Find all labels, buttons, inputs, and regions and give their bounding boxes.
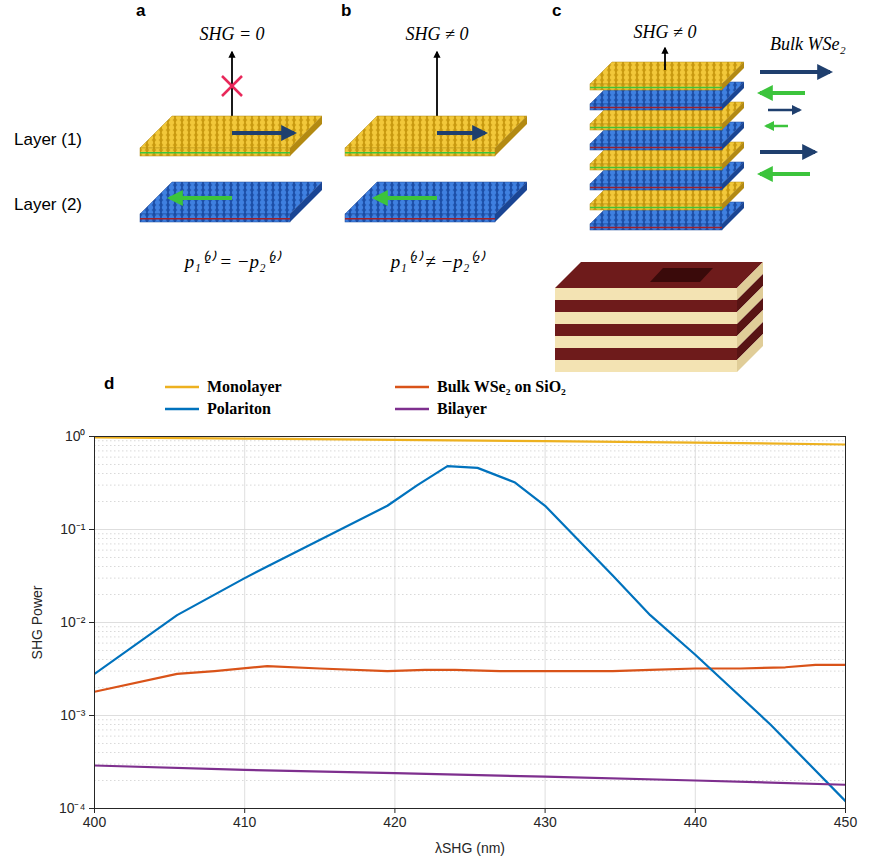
svg-text:10⁻³: 10⁻³ bbox=[60, 707, 86, 723]
svg-text:Layer (1): Layer (1) bbox=[14, 130, 82, 149]
svg-text:440: 440 bbox=[684, 814, 708, 830]
svg-text:c: c bbox=[552, 1, 561, 20]
svg-text:Layer (2): Layer (2) bbox=[14, 195, 82, 214]
svg-text:Bulk WSe₂: Bulk WSe₂ bbox=[770, 34, 846, 54]
html-text:Bilayer: Bilayer bbox=[437, 400, 487, 417]
svg-text:λSHG (nm): λSHG (nm) bbox=[435, 840, 505, 856]
svg-text:p₁⁽²⁾ ≠ −p₂⁽²⁾: p₁⁽²⁾ ≠ −p₂⁽²⁾ bbox=[389, 250, 486, 272]
svg-text:10⁻²: 10⁻² bbox=[60, 614, 86, 630]
svg-text:10⁰: 10⁰ bbox=[65, 428, 86, 444]
html-text:Bulk WSe₂ on SiO₂: Bulk WSe₂ on SiO₂ bbox=[437, 378, 566, 395]
html-text:Polariton: Polariton bbox=[207, 400, 271, 417]
svg-text:10⁻¹: 10⁻¹ bbox=[60, 521, 86, 537]
html-text:Monolayer: Monolayer bbox=[207, 378, 282, 395]
svg-text:SHG ≠ 0: SHG ≠ 0 bbox=[406, 24, 469, 44]
svg-text:SHG = 0: SHG = 0 bbox=[199, 24, 264, 44]
svg-text:420: 420 bbox=[383, 814, 407, 830]
svg-text:a: a bbox=[136, 1, 146, 20]
svg-text:p₁⁽²⁾ = −p₂⁽²⁾: p₁⁽²⁾ = −p₂⁽²⁾ bbox=[183, 250, 283, 272]
svg-text:SHG ≠ 0: SHG ≠ 0 bbox=[634, 22, 697, 42]
svg-text:450: 450 bbox=[834, 814, 858, 830]
html-text:d: d bbox=[104, 374, 115, 393]
svg-text:430: 430 bbox=[533, 814, 557, 830]
svg-text:400: 400 bbox=[83, 814, 107, 830]
svg-text:410: 410 bbox=[233, 814, 257, 830]
svg-text:b: b bbox=[341, 1, 351, 20]
svg-text:10⁻⁴: 10⁻⁴ bbox=[59, 800, 86, 816]
svg-text:SHG Power: SHG Power bbox=[29, 585, 45, 659]
